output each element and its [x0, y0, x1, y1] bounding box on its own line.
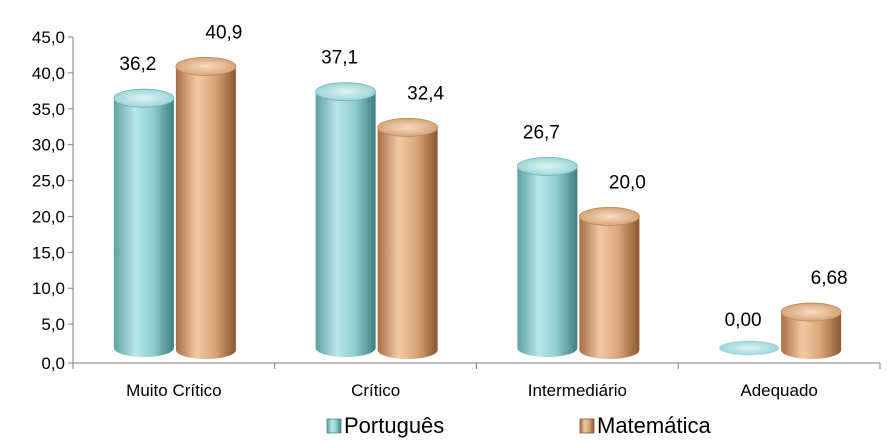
bar-body — [579, 216, 640, 359]
y-tick-label: 25,0 — [32, 172, 65, 191]
y-tick-label: 45,0 — [32, 28, 65, 47]
data-label: 37,1 — [321, 48, 358, 69]
bar-flat-cap — [719, 340, 780, 356]
bar-body — [377, 127, 438, 359]
x-tick-label: Intermediário — [528, 381, 627, 400]
data-label: 6,68 — [811, 268, 848, 289]
bar-top-cap — [516, 156, 578, 176]
bar-Matemática-Adequado — [780, 302, 842, 359]
bar-top-cap — [578, 207, 640, 226]
data-label: 36,2 — [119, 54, 156, 75]
bar-body — [113, 98, 174, 358]
legend-item-Português: Português — [326, 413, 444, 438]
bar-Matemática-Crítico — [377, 118, 439, 359]
bar-Português-Muito Crítico — [113, 88, 175, 358]
data-label: 40,9 — [205, 22, 242, 43]
bar-body — [175, 66, 236, 359]
y-tick-label: 20,0 — [32, 207, 65, 226]
data-label: 0,00 — [725, 310, 762, 331]
data-label: 32,4 — [407, 83, 444, 104]
bar-top-cap — [113, 88, 175, 108]
bar-body — [517, 166, 578, 357]
legend-label: Matemática — [597, 413, 711, 438]
bar-Português-Adequado — [719, 340, 780, 356]
axes: 0,0 5,0 10,0 15,0 20,0 25,0 30,0 35,0 40,0 45,0 Mu… — [32, 28, 881, 400]
bar-top-cap — [377, 118, 439, 137]
y-tick-label: 0,0 — [41, 354, 65, 373]
legend-swatch — [579, 418, 595, 434]
data-label: 26,7 — [523, 122, 560, 143]
y-tick-label: 5,0 — [41, 315, 65, 334]
bar-Matemática-Muito Crítico — [175, 57, 237, 359]
y-tick-label: 10,0 — [32, 279, 65, 298]
bar-top-cap — [780, 302, 842, 322]
legend: Português Matemática — [326, 413, 711, 438]
data-label: 20,0 — [609, 172, 646, 193]
bars — [113, 57, 842, 359]
bar-Português-Crítico — [315, 82, 377, 358]
data-labels: 36,2 40,9 37,1 32,4 26,7 20,0 0,00 6,68 — [119, 22, 847, 331]
bar-top-cap — [175, 57, 237, 76]
x-tick-label: Adequado — [740, 381, 818, 400]
bar-top-cap — [315, 82, 377, 102]
legend-swatch — [326, 418, 342, 434]
x-tick-label: Crítico — [351, 381, 400, 400]
x-tick-label: Muito Crítico — [126, 381, 221, 400]
bar-body — [781, 312, 842, 359]
bar-Português-Intermediário — [516, 156, 578, 357]
y-tick-label: 30,0 — [32, 136, 65, 155]
y-tick-label: 40,0 — [32, 64, 65, 83]
legend-item-Matemática: Matemática — [579, 413, 711, 438]
legend-label: Português — [344, 413, 444, 438]
bar-body — [315, 91, 376, 358]
bar-Matemática-Intermediário — [578, 207, 640, 359]
y-tick-label: 35,0 — [32, 100, 65, 119]
y-tick-label: 15,0 — [32, 243, 65, 262]
